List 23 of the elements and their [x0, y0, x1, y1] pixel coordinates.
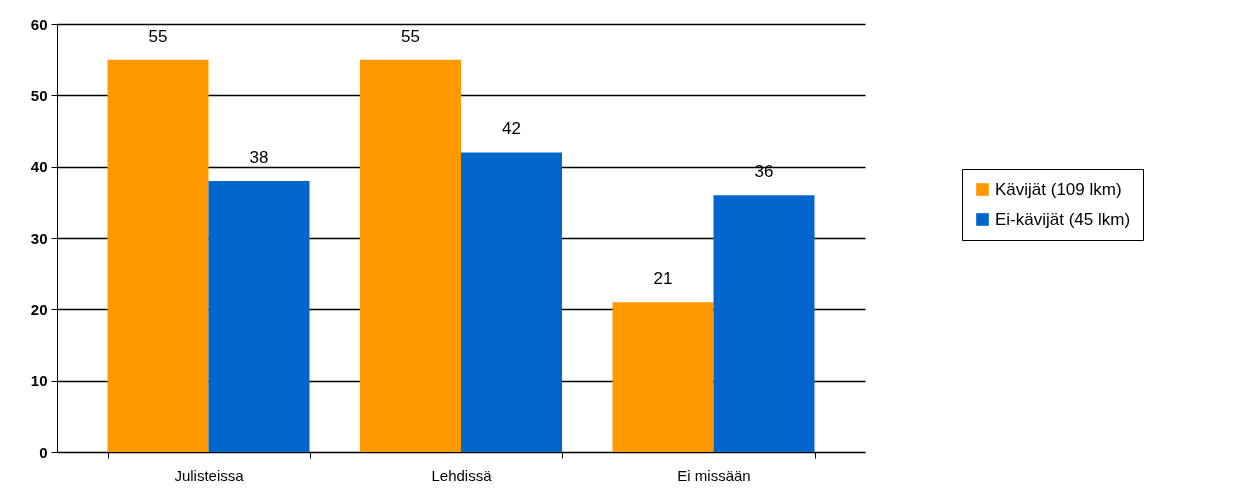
y-tick-label: 10 — [30, 372, 48, 390]
y-tick-label: 0 — [39, 443, 48, 461]
data-label: 55 — [401, 26, 420, 46]
y-tick-label: 40 — [30, 158, 48, 176]
x-tick-label: Ei missään — [677, 466, 751, 484]
data-label: 38 — [249, 147, 269, 167]
bar — [107, 59, 209, 452]
bar — [208, 180, 310, 452]
bar — [360, 59, 461, 452]
bar — [713, 195, 815, 452]
data-label: 55 — [148, 26, 168, 46]
y-tick-label: 30 — [30, 229, 48, 247]
bar — [612, 302, 714, 452]
legend-label: Ei-kävijät (45 lkm) — [995, 209, 1131, 229]
x-tick-label: Julisteissa — [174, 466, 245, 484]
x-tick-label: Lehdissä — [431, 466, 493, 484]
bar — [461, 152, 562, 452]
legend-label: Kävijät (109 lkm) — [995, 179, 1122, 199]
data-label: 42 — [502, 119, 521, 139]
y-tick-label: 60 — [30, 15, 48, 33]
data-label: 21 — [653, 269, 673, 289]
y-tick-label: 20 — [30, 300, 48, 318]
y-tick-label: 50 — [30, 86, 48, 104]
